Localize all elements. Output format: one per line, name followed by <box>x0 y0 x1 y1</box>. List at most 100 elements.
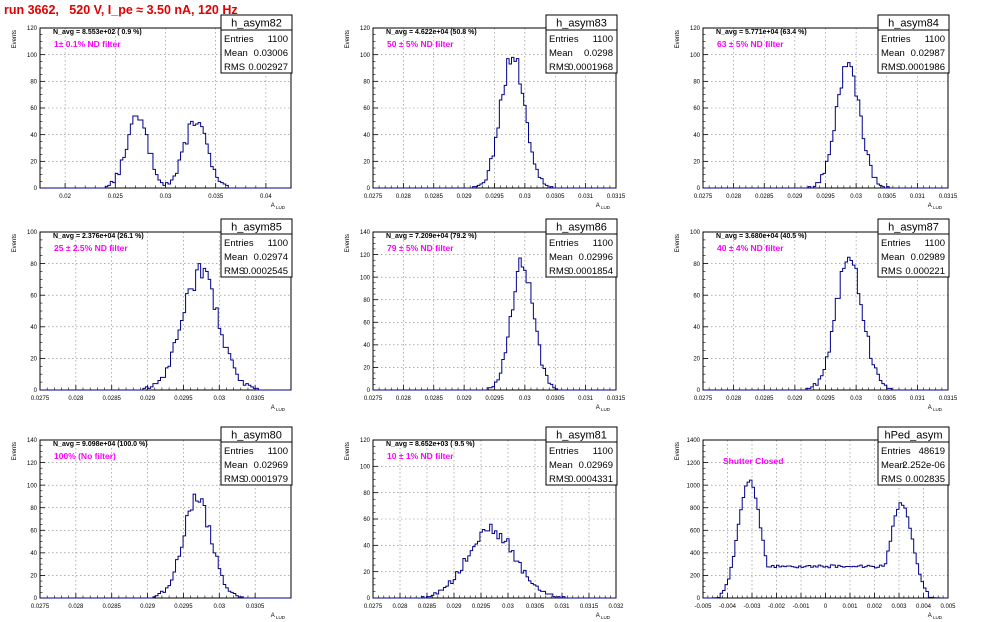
stats-label: Entries <box>549 34 579 45</box>
x-tick-label: 0.02 <box>59 194 71 200</box>
n-avg-label: N_avg = 7.209e+04 (79.2 %) <box>386 233 477 240</box>
x-tick-label: 0.031 <box>910 194 926 200</box>
stats-label: Entries <box>881 446 911 457</box>
y-tick-label: 80 <box>30 80 37 86</box>
x-tick-label: 0.03 <box>519 194 531 200</box>
x-tick-label: 0.028 <box>396 396 412 402</box>
x-tick-label: 0.0285 <box>755 194 774 200</box>
stats-value: 1100 <box>593 34 613 45</box>
stats-value: 0.002835 <box>905 474 945 485</box>
histogram-panel-h_asym85: 0.0275 0.028 0.0285 0.029 0.0295 0.03 0.0305 0 2… <box>12 218 293 412</box>
x-tick-label: 0.003 <box>891 604 907 610</box>
x-tick-label: 0.0305 <box>546 194 565 200</box>
x-tick-label: 0.001 <box>842 604 858 610</box>
histogram-line <box>373 257 616 391</box>
stats-label: Entries <box>549 238 579 249</box>
stats-label: Mean <box>881 252 905 263</box>
stats-value: 0.03006 <box>254 48 288 59</box>
stats-title: h_asym87 <box>888 222 939 234</box>
x-axis-title: A LUD <box>928 203 943 210</box>
x-tick-label: 0.0305 <box>878 396 897 402</box>
y-tick-label: 800 <box>690 506 701 512</box>
x-tick-label: 0.0275 <box>364 396 383 402</box>
filter-annotation: 100% (No filter) <box>54 451 116 461</box>
x-tick-label: 0.0305 <box>246 604 265 610</box>
histogram-panel-hPed_asym: -0.005 -0.004 -0.003 -0.002 -0.001 0 0.001 0.00… <box>675 426 956 620</box>
stats-label: Mean <box>549 48 573 59</box>
x-tick-label: 0.0275 <box>364 194 383 200</box>
y-tick-label: 40 <box>30 133 37 139</box>
x-tick-label: 0.03 <box>213 604 225 610</box>
stats-value: 0.002927 <box>248 62 288 73</box>
x-tick-label: 0.028 <box>726 396 742 402</box>
stats-label: RMS <box>224 474 245 485</box>
histogram-line <box>373 56 616 189</box>
x-tick-label: 0.0315 <box>607 396 626 402</box>
y-tick-label: 20 <box>693 160 700 166</box>
x-tick-label: 0.028 <box>392 604 408 610</box>
stats-label: Mean <box>881 460 905 471</box>
x-tick-label: 0.029 <box>446 604 462 610</box>
x-tick-label: 0.031 <box>554 604 570 610</box>
y-tick-label: 0 <box>697 186 701 192</box>
y-tick-label: 0 <box>367 388 371 394</box>
stats-value: 1100 <box>268 446 288 457</box>
histogram-panel-h_asym87: 0.0275 0.028 0.0285 0.029 0.0295 0.03 0.0305 0.… <box>675 218 958 412</box>
y-tick-label: 60 <box>30 528 37 534</box>
histogram-line <box>703 479 948 599</box>
y-tick-label: 100 <box>27 230 38 236</box>
x-tick-label: 0.0295 <box>816 396 835 402</box>
x-axis-title: A LUD <box>271 613 286 620</box>
x-tick-label: 0.0315 <box>607 194 626 200</box>
y-tick-label: 1200 <box>687 461 701 467</box>
y-tick-label: 20 <box>693 357 700 363</box>
stats-title: h_asym82 <box>231 18 282 30</box>
stats-value: 2.252e-06 <box>902 460 945 471</box>
x-tick-label: 0.0305 <box>526 604 545 610</box>
x-tick-label: 0.0295 <box>472 604 491 610</box>
stats-box <box>220 218 293 278</box>
x-tick-label: 0.0285 <box>425 194 444 200</box>
y-tick-label: 120 <box>360 253 371 259</box>
x-tick-label: 0.029 <box>140 396 156 402</box>
y-axis-title: Events <box>12 234 18 252</box>
y-tick-label: 20 <box>363 160 370 166</box>
x-tick-label: -0.003 <box>743 604 761 610</box>
x-tick-label: 0.0315 <box>939 396 958 402</box>
histogram-line <box>703 256 948 391</box>
stats-title: hPed_asym <box>884 430 942 442</box>
stats-value: 0.0298 <box>584 48 613 59</box>
stats-label: Entries <box>224 34 254 45</box>
x-axis-title: A LUD <box>596 613 611 620</box>
stats-box <box>877 14 950 74</box>
filter-annotation: 63 ± 5% ND filter <box>717 39 784 49</box>
stats-box <box>877 218 950 278</box>
n-avg-label: N_avg = 8.652e+03 ( 9.5 %) <box>386 441 475 448</box>
stats-value: 0.0001854 <box>568 266 613 277</box>
filter-annotation: Shutter Closed <box>723 456 783 466</box>
stats-label: RMS <box>881 62 902 73</box>
y-axis-title: Events <box>12 30 18 48</box>
x-tick-label: 0.03 <box>213 396 225 402</box>
y-tick-label: 100 <box>27 483 38 489</box>
stats-box <box>545 218 618 278</box>
stats-title: h_asym81 <box>556 430 607 442</box>
y-tick-label: 80 <box>693 262 700 268</box>
x-tick-label: 0.002 <box>867 604 883 610</box>
y-tick-label: 20 <box>30 574 37 580</box>
y-axis-title: Events <box>12 442 18 460</box>
stats-label: Entries <box>549 446 579 457</box>
histogram-panel-h_asym81: 0.0275 0.028 0.0285 0.029 0.0295 0.03 0.0305 0.… <box>345 426 624 620</box>
stats-label: Mean <box>549 252 573 263</box>
n-avg-label: N_avg = 8.553e+02 ( 0.9 %) <box>53 29 142 36</box>
y-tick-label: 40 <box>693 325 700 331</box>
x-tick-label: -0.005 <box>694 604 712 610</box>
histogram-line <box>40 493 291 599</box>
x-tick-label: 0.0285 <box>103 604 122 610</box>
y-tick-label: 100 <box>690 230 701 236</box>
x-tick-label: 0.0295 <box>816 194 835 200</box>
y-tick-label: 0 <box>34 596 38 602</box>
stats-value: 1100 <box>268 238 288 249</box>
x-tick-label: -0.004 <box>719 604 737 610</box>
stats-box <box>545 14 618 74</box>
